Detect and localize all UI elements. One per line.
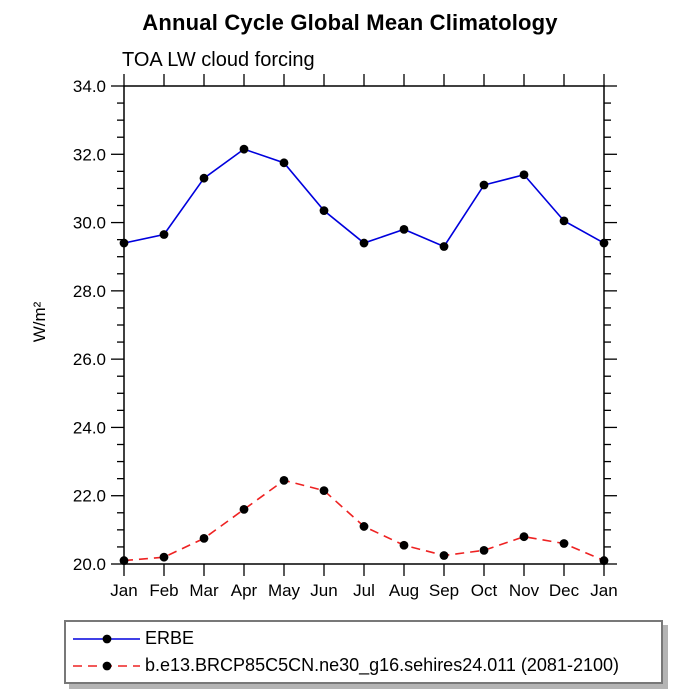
legend-row-erbe: ERBE (72, 625, 661, 652)
series-line (123, 479, 605, 562)
data-point (439, 551, 449, 560)
data-point (519, 170, 529, 180)
legend-row-model: b.e13.BRCP85C5CN.ne30_g16.sehires24.011 … (72, 652, 661, 679)
x-tick-label: Feb (149, 581, 178, 600)
data-point (159, 230, 169, 239)
x-tick-label: Jan (110, 581, 137, 600)
chart-subtitle: TOA LW cloud forcing (122, 49, 315, 71)
x-tick-label: Jun (310, 581, 337, 600)
data-point (239, 144, 249, 154)
data-point (399, 225, 409, 234)
y-tick-label: 34.0 (73, 77, 106, 96)
data-point (599, 238, 609, 248)
series-model (119, 475, 609, 565)
legend-label-erbe: ERBE (145, 628, 195, 648)
legend-marker-erbe (102, 634, 112, 643)
data-point (519, 532, 529, 542)
data-point (319, 486, 329, 495)
series-line (123, 148, 605, 248)
data-point (599, 556, 609, 565)
y-tick-label: 24.0 (73, 418, 106, 437)
y-tick-label: 30.0 (73, 214, 106, 233)
y-tick-label: 22.0 (73, 487, 106, 506)
x-tick-label: Apr (231, 581, 258, 600)
y-tick-label: 32.0 (73, 145, 106, 164)
data-point (119, 238, 129, 248)
data-point (439, 242, 449, 251)
y-tick-label: 26.0 (73, 350, 106, 369)
x-tick-label: Dec (549, 581, 580, 600)
data-point (359, 238, 369, 248)
y-tick-label: 28.0 (73, 282, 106, 301)
x-tick-label: Oct (471, 581, 498, 600)
x-tick-label: Aug (389, 581, 419, 600)
data-point (279, 158, 289, 168)
y-axis: 20.0 22.0 24.0 26.0 28.0 30.0 32.0 34.0 (73, 77, 617, 574)
data-point (359, 522, 369, 531)
model-line-sample-icon (73, 661, 140, 670)
data-point (559, 539, 569, 548)
data-point (199, 533, 209, 543)
data-point (239, 504, 249, 514)
data-point (319, 206, 329, 216)
data-point (399, 540, 409, 550)
data-point (119, 556, 129, 565)
legend-marker-model (102, 661, 112, 670)
x-tick-label: Jan (590, 581, 617, 600)
x-tick-label: Nov (509, 581, 540, 600)
y-tick-label: 20.0 (73, 555, 106, 574)
x-tick-label: Mar (189, 581, 219, 600)
x-tick-label: Jul (353, 581, 375, 600)
x-tick-label: May (268, 581, 301, 600)
chart-title: Annual Cycle Global Mean Climatology (142, 10, 558, 35)
legend-label-model: b.e13.BRCP85C5CN.ne30_g16.sehires24.011 … (145, 655, 619, 675)
data-point (559, 216, 569, 226)
data-point (199, 173, 209, 183)
x-tick-label: Sep (429, 581, 459, 600)
x-axis: Jan Feb Mar Apr May Jun Jul Aug Sep Oct Nov Dec Jan (110, 74, 618, 600)
data-point (159, 552, 169, 562)
data-point (479, 545, 489, 555)
series-erbe (119, 144, 609, 251)
erbe-line-sample-icon (73, 634, 140, 643)
data-point (279, 475, 289, 485)
legend: ERBE b.e13.BRCP85C5CN.ne30_g16.sehires24… (64, 620, 663, 684)
data-point (479, 180, 489, 190)
plot-frame (123, 85, 605, 565)
